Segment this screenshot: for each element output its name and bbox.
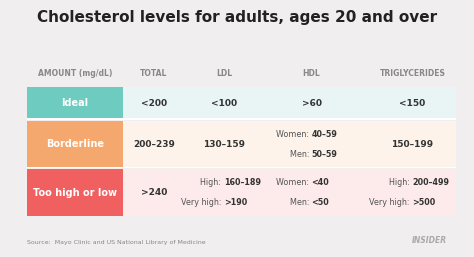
Text: <100: <100	[211, 99, 237, 108]
Bar	[263, 121, 360, 168]
Text: Source:  Mayo Clinic and US National Library of Medicine: Source: Mayo Clinic and US National Libr…	[27, 241, 205, 245]
Text: <40: <40	[311, 178, 329, 187]
Text: TRIGLYCERIDES: TRIGLYCERIDES	[380, 69, 445, 78]
Text: High:: High:	[389, 178, 412, 187]
Text: >190: >190	[224, 198, 247, 207]
Text: Ideal: Ideal	[61, 98, 88, 108]
Bar	[184, 121, 263, 168]
Text: 50–59: 50–59	[311, 150, 337, 159]
Bar	[263, 87, 360, 120]
Text: Women:: Women:	[276, 178, 311, 187]
Text: <50: <50	[311, 198, 329, 207]
Bar	[184, 87, 263, 120]
Bar	[184, 169, 263, 216]
Text: >500: >500	[412, 198, 436, 207]
Text: 130–159: 130–159	[203, 140, 245, 149]
Bar	[27, 118, 465, 120]
Text: 160–189: 160–189	[224, 178, 261, 187]
Bar	[123, 121, 184, 168]
Text: Men:: Men:	[290, 198, 311, 207]
Text: High:: High:	[201, 178, 224, 187]
Text: 200–239: 200–239	[133, 140, 174, 149]
Text: <200: <200	[141, 99, 167, 108]
Text: INSIDER: INSIDER	[412, 236, 447, 245]
Bar	[263, 169, 360, 216]
Text: 150–199: 150–199	[392, 140, 433, 149]
Text: Borderline: Borderline	[46, 139, 104, 149]
Text: Very high:: Very high:	[181, 198, 224, 207]
Bar	[360, 87, 465, 120]
Text: 200–499: 200–499	[412, 178, 449, 187]
Text: Women:: Women:	[276, 130, 311, 139]
Text: <150: <150	[399, 99, 426, 108]
Text: Very high:: Very high:	[369, 198, 412, 207]
Text: >240: >240	[140, 188, 167, 197]
Text: Cholesterol levels for adults, ages 20 and over: Cholesterol levels for adults, ages 20 a…	[37, 10, 437, 25]
Text: Men:: Men:	[290, 150, 311, 159]
Text: 40–59: 40–59	[311, 130, 337, 139]
Text: AMOUNT (mg/dL): AMOUNT (mg/dL)	[37, 69, 112, 78]
Bar	[360, 121, 465, 168]
Text: LDL: LDL	[216, 69, 232, 78]
Bar	[123, 87, 184, 120]
Bar	[27, 121, 123, 168]
Bar	[27, 87, 123, 120]
Text: TOTAL: TOTAL	[140, 69, 167, 78]
Text: Too high or low: Too high or low	[33, 188, 117, 198]
Bar	[360, 169, 465, 216]
Bar	[27, 167, 465, 168]
Text: >60: >60	[301, 99, 321, 108]
Bar	[123, 169, 184, 216]
Text: HDL: HDL	[303, 69, 320, 78]
Bar	[27, 169, 123, 216]
